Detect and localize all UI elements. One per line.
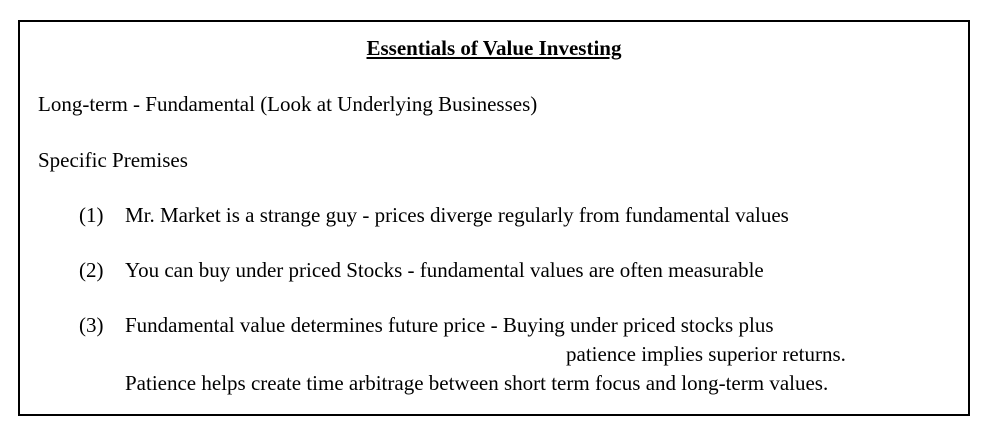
premise-number-2: (2) (79, 258, 104, 282)
summary-line: Long-term - Fundamental (Look at Underly… (38, 92, 538, 116)
premise-number-1: (1) (79, 203, 104, 227)
premise-number-3: (3) (79, 313, 104, 337)
content-frame: Essentials of Value Investing Long-term … (18, 20, 970, 416)
premise-text-3: Fundamental value determines future pric… (125, 313, 774, 337)
premise-text-3-continuation: patience implies superior returns. (566, 342, 846, 366)
document-title: Essentials of Value Investing (366, 36, 622, 60)
premise-text-1: Mr. Market is a strange guy - prices div… (125, 203, 789, 227)
premise-text-2: You can buy under priced Stocks - fundam… (125, 258, 764, 282)
section-heading: Specific Premises (38, 148, 188, 172)
premise-text-3-note: Patience helps create time arbitrage bet… (125, 371, 829, 395)
